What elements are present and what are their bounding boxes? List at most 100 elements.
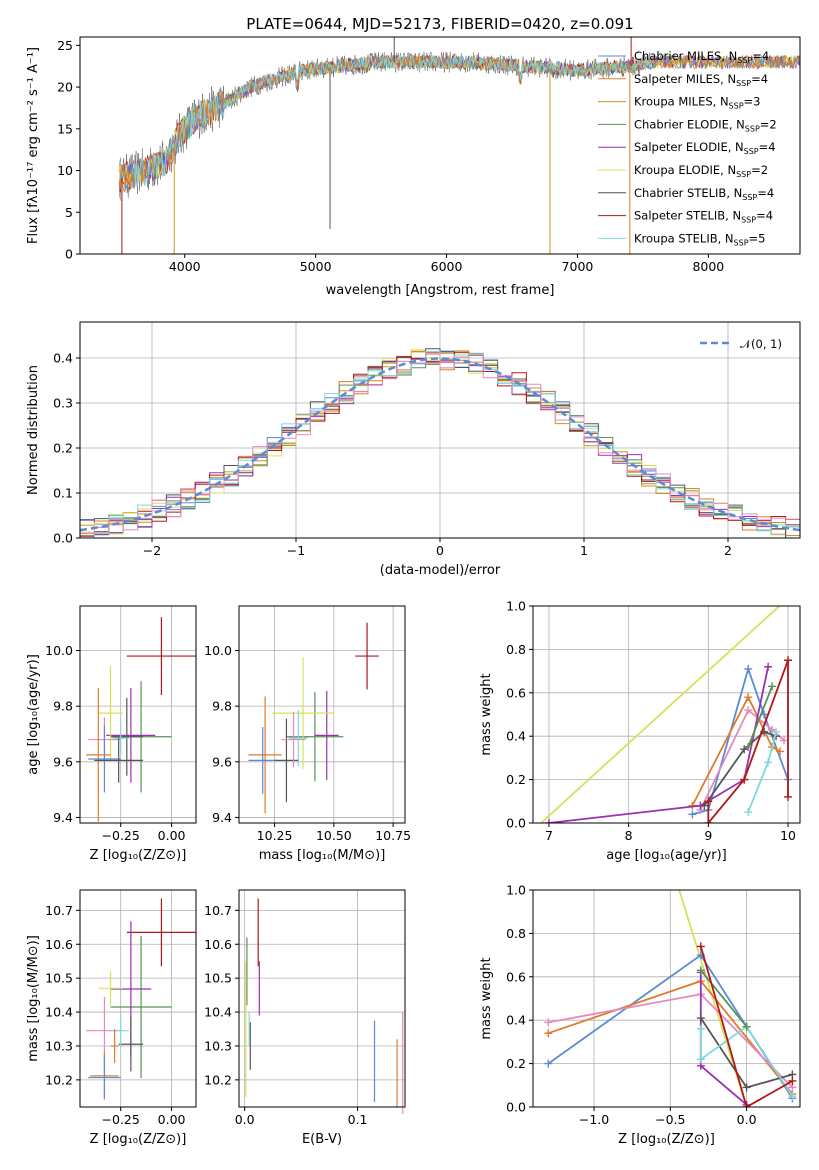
plus-marker [696,1014,705,1023]
weight_vs_Z-panel: −1.0 −0.5 0.0 0.0 0.2 0.4 0.6 0.8 1.0 Z [log₁₀(Z/… [479,883,801,1147]
legend-sub: SSP [729,102,744,111]
plus-marker [742,1022,751,1031]
x-tick-label: 10 [780,828,796,843]
plus-marker [696,966,705,975]
x-axis-label: Z [log₁₀(Z/Z⊙)] [618,1132,715,1147]
plus-marker [544,1018,553,1027]
legend-sub: SSP [744,147,759,156]
x-tick-label: 5000 [300,259,332,274]
legend-name: Kroupa MILES, N [634,95,729,109]
y-tick-label: 0.8 [506,642,526,657]
plus-marker [688,810,697,819]
y-tick-label: 0.6 [506,969,526,984]
plus-marker [740,775,749,784]
legend-entry: Salpeter ELODIE, NSSP=4 [634,140,776,156]
legend-name: Kroupa ELODIE, N [634,163,736,177]
age_vs_mass-panel: 10.25 10.50 10.75 9.4 9.6 9.8 10.0 mass [log₁₀(… [204,605,411,863]
plus-marker [744,664,753,673]
x-axis-label: wavelength [Angstrom, rest frame] [326,283,555,298]
y-tick-label: 10.5 [204,971,232,986]
x-axis-label: (data-model)/error [380,563,501,578]
y-tick-label: 0.0 [53,531,73,546]
mass_vs_Z-panel: −0.25 0.00 10.2 10.3 10.4 10.5 10.6 10.7 Z [log₁… [26,889,197,1147]
gaussian-legend-label: 𝒩(0, 1) [740,337,782,351]
y-tick-label: 25 [57,38,73,53]
spectrum-kroupa_stelib [132,54,652,187]
x-tick-label: −2 [143,543,161,558]
legend-name: Chabrier ELODIE, N [634,117,745,131]
legend-sub: SSP [736,170,751,179]
legend-tail: =5 [749,231,766,245]
x-tick-label: −0.5 [655,1112,685,1127]
x-tick-label: 1 [580,543,588,558]
legend-tail: =4 [756,209,773,223]
y-tick-label: 0.0 [506,816,526,831]
x-axis-label: Z [log₁₀(Z/Z⊙)] [90,1132,187,1147]
axes-frame [79,889,197,1108]
y-tick-label: 10.4 [45,1005,73,1020]
legend-tail: =2 [760,117,777,131]
y-axis-label: age [log₁₀(age/yr)] [26,654,41,775]
weight_vs_Z-lines [544,890,797,1107]
y-tick-label: 10.3 [204,1038,232,1053]
legend-name: Kroupa STELIB, N [634,231,734,245]
x-axis-label: mass [log₁₀(M/M⊙)] [259,848,386,863]
legend-sub: SSP [745,124,760,133]
histogram-pink [80,352,800,537]
plus-marker [788,1076,797,1085]
residuals-panel: −2 −1 0 1 2 0.0 0.1 0.2 0.3 0.4 (data-model)/error… [26,321,801,578]
plus-marker [776,747,785,756]
plus-marker [788,1092,797,1101]
x-tick-label: 0 [436,543,444,558]
x-tick-label: 10.25 [257,828,293,843]
plus-marker [744,706,753,715]
x-tick-label: 0.0 [235,1112,255,1127]
spectrum-panel: 4000 5000 6000 7000 8000 0 5 10 15 20 25 wavelength… [26,36,801,298]
legend-entry: Chabrier ELODIE, NSSP=2 [634,117,777,133]
y-tick-label: 9.6 [212,754,232,769]
plus-marker [772,727,781,736]
weight_vs_age-panel: 7 8 9 10 0.0 0.2 0.4 0.6 0.8 1.0 age [log₁₀(age/yr… [479,599,801,863]
legend-name: Salpeter MILES, N [634,72,736,86]
mass_vs_EBV-panel: 0.0 0.1 10.2 10.3 10.4 10.5 10.6 10.7 E(B-V) [204,889,406,1147]
x-tick-label: −1 [287,543,305,558]
y-tick-label: 10.7 [45,903,73,918]
y-tick-label: 0.4 [506,729,526,744]
plus-marker [696,1024,705,1033]
legend-name: Chabrier STELIB, N [634,186,742,200]
x-tick-label: −0.25 [102,1112,140,1127]
plus-marker [744,693,753,702]
plus-marker [696,942,705,951]
legend-tail: =4 [751,72,768,86]
plus-marker [544,1059,553,1068]
y-tick-label: 0.2 [506,1056,526,1071]
y-tick-label: 0.6 [506,685,526,700]
plus-marker [704,797,713,806]
y-tick-label: 5 [65,205,73,220]
x-tick-label: 0.00 [158,1112,186,1127]
weight-line-salpeter_miles [691,695,781,807]
gaussian-curve [80,357,800,532]
y-tick-label: 10.6 [45,937,73,952]
plus-marker [744,808,753,817]
plus-marker [544,1029,553,1038]
y-tick-label: 0.1 [53,486,73,501]
legend-tail: =4 [759,140,776,154]
legend-sub: SSP [736,79,751,88]
y-tick-label: 10.4 [204,1005,232,1020]
y-tick-label: 10 [57,163,73,178]
weight-line-chabrier_stelib [703,730,777,807]
y-tick-label: 10.2 [204,1072,232,1087]
y-tick-label: 1.0 [506,599,526,614]
histograms [80,348,800,538]
axes-frame [79,605,197,824]
y-tick-label: 9.6 [53,754,73,769]
y-tick-label: 15 [57,121,73,136]
y-axis-label: mass weight [479,957,494,1039]
y-tick-label: 10.3 [45,1038,73,1053]
y-axis-label: mass weight [479,673,494,755]
legend-entry: Chabrier MILES, NSSP=4 [634,49,769,65]
axes-frame [79,321,801,539]
y-tick-label: 1.0 [506,883,526,898]
